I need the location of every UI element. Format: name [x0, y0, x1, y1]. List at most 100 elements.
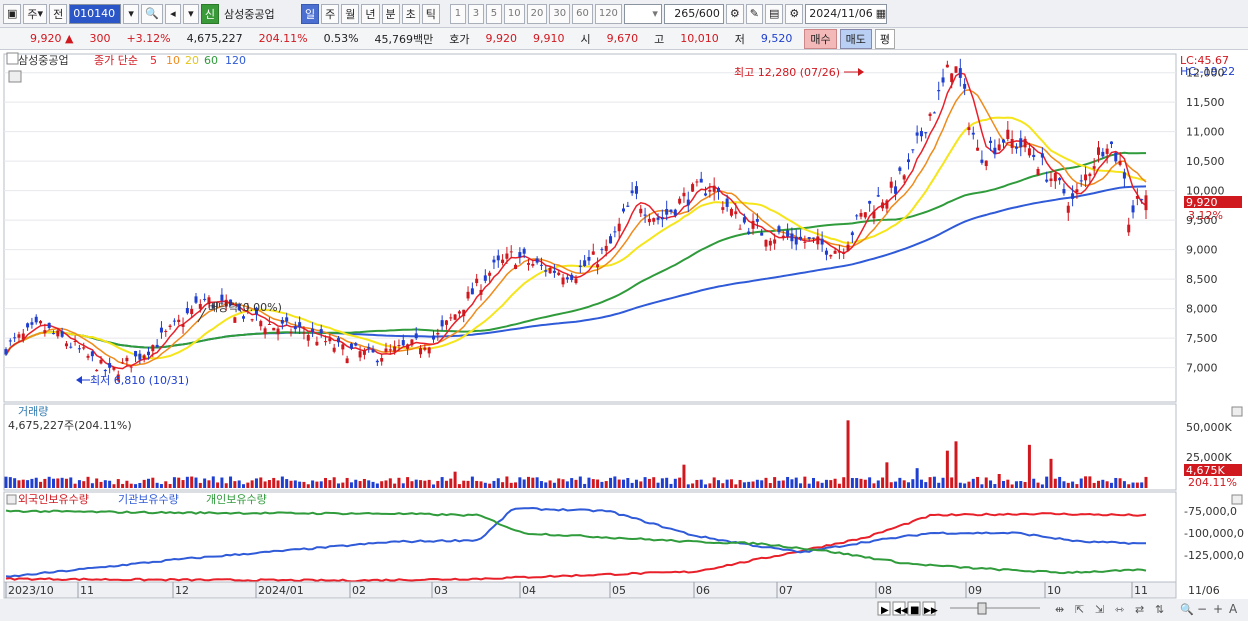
candle-body — [341, 344, 345, 350]
volume-bar — [138, 482, 142, 488]
volume-bar — [591, 479, 595, 488]
candle-body — [8, 340, 12, 342]
interval-3-button[interactable]: 3 — [467, 3, 484, 24]
candle-body — [82, 347, 86, 349]
period-tick-tab[interactable]: 틱 — [421, 3, 440, 24]
candle-body — [548, 267, 552, 274]
candle-body — [574, 278, 578, 284]
legend-ma5: 5 — [150, 54, 157, 67]
split-icon[interactable]: ⇿ — [1115, 603, 1124, 616]
candle-body — [807, 237, 811, 239]
legend-toggle-icon[interactable] — [6, 52, 19, 65]
date-input[interactable]: 2024/11/06 ▦ — [805, 3, 888, 24]
candle-body — [1006, 129, 1010, 139]
high-label: 고 — [654, 32, 665, 46]
volume-bar — [147, 478, 150, 488]
holdings-toggle-icon[interactable] — [6, 494, 17, 505]
draw-button[interactable]: ✎ — [745, 3, 764, 24]
fit-icon[interactable]: ⇲ — [1095, 603, 1104, 616]
sync-icon[interactable]: ⇄ — [1135, 603, 1144, 616]
holdings-tick-75: -75,000,0 — [1184, 505, 1237, 518]
candle-body — [708, 189, 712, 192]
zoom-out-icon[interactable]: − — [1197, 602, 1207, 616]
x-axis-last-date: 11/06 — [1188, 584, 1220, 597]
count-input[interactable]: 265/600 — [663, 3, 724, 24]
buy-button[interactable]: 매수 — [804, 28, 837, 49]
interval-20-button[interactable]: 20 — [526, 3, 548, 24]
search-icon[interactable]: 🔍 — [1180, 602, 1194, 616]
sound-button[interactable]: ◂ — [164, 3, 181, 24]
sell-button[interactable]: 매도 — [839, 28, 872, 49]
period-day-tab[interactable]: 일 — [301, 3, 320, 24]
period-week-tab[interactable]: 주 — [321, 3, 340, 24]
x-tick-label: 07 — [779, 584, 793, 597]
stop-button[interactable] — [907, 601, 921, 616]
candle-body — [293, 326, 297, 330]
zoom-slider-handle[interactable] — [977, 602, 987, 615]
interval-1-button[interactable]: 1 — [449, 3, 466, 24]
indicator-button[interactable]: ⚙ — [725, 3, 744, 24]
candle-body — [673, 209, 677, 216]
expand-icon[interactable]: ⇅ — [1155, 603, 1164, 616]
volume-bar — [142, 479, 146, 488]
up-triangle-icon: ▲ — [65, 32, 74, 45]
arrow-select-button[interactable]: ▾ — [182, 3, 199, 24]
zoom-icon[interactable]: ⇱ — [1075, 603, 1084, 616]
save-button[interactable]: ▤ — [765, 3, 784, 24]
x-tick-label: 04 — [522, 584, 536, 597]
interval-5-button[interactable]: 5 — [485, 3, 502, 24]
code-dropdown-button[interactable]: ▾ — [123, 3, 140, 24]
period-minute-tab[interactable]: 분 — [381, 3, 400, 24]
crosshair-icon[interactable]: ⇹ — [1055, 603, 1064, 616]
volume-bar — [151, 477, 155, 488]
candle-body — [535, 258, 539, 263]
rewind-button[interactable] — [892, 601, 906, 616]
period-year-tab[interactable]: 년 — [361, 3, 380, 24]
interval-120-button[interactable]: 120 — [594, 3, 622, 24]
font-size-icon[interactable]: A — [1229, 602, 1238, 616]
last-pct-label: 3.12% — [1188, 209, 1223, 222]
period-month-tab[interactable]: 월 — [341, 3, 360, 24]
average-button[interactable]: 평 — [874, 28, 896, 49]
volume-bar — [436, 480, 440, 488]
period-second-tab[interactable]: 초 — [401, 3, 420, 24]
volume-bar — [885, 462, 889, 488]
legend-foreign: 외국인보유수량 — [18, 493, 89, 506]
search-button[interactable]: 🔍 — [141, 3, 163, 24]
candle-body — [596, 264, 600, 268]
settings-button[interactable]: ⚙ — [785, 3, 804, 24]
volume-panel — [3, 403, 1177, 491]
candle-body — [820, 238, 824, 245]
interval-60-button[interactable]: 60 — [572, 3, 593, 24]
candle-body — [937, 89, 941, 92]
candle-body — [846, 244, 850, 251]
interval-30-button[interactable]: 30 — [549, 3, 571, 24]
volume-close-icon[interactable] — [1231, 406, 1243, 417]
candle-body — [393, 346, 397, 352]
candle-body — [691, 184, 695, 192]
candle-body — [583, 260, 587, 266]
scroll-right-button[interactable] — [877, 601, 891, 616]
chevron-down-icon: ▾ — [37, 7, 44, 20]
interval-custom-input[interactable]: ▾ — [623, 3, 662, 24]
stock-code-input[interactable]: 010140 — [69, 3, 122, 24]
volume-bar — [90, 483, 94, 488]
forward-button[interactable] — [922, 601, 936, 616]
chart-menu-icon[interactable]: ▣ — [3, 3, 22, 24]
table-view-icon[interactable] — [8, 70, 22, 83]
market-select[interactable]: 주 ▾ — [23, 3, 48, 24]
volume-bar — [108, 480, 112, 488]
price-y-tick: 9,500 — [1186, 214, 1218, 227]
candle-body — [52, 333, 55, 335]
chart-svg[interactable]: 삼성중공업 종가 단순 5 10 20 60 120 LC:45.67 HC:-… — [0, 50, 1248, 621]
candle-body — [505, 253, 509, 259]
x-tick-label: 2024/01 — [258, 584, 304, 597]
zoom-in-icon[interactable]: + — [1213, 602, 1223, 616]
candle-body — [203, 298, 207, 300]
holdings-close-icon[interactable] — [1231, 494, 1243, 505]
interval-10-button[interactable]: 10 — [503, 3, 525, 24]
prev-button[interactable]: 전 — [49, 3, 68, 24]
volume-bar — [751, 481, 755, 488]
chart-area: 삼성중공업 종가 단순 5 10 20 60 120 LC:45.67 HC:-… — [0, 50, 1248, 621]
volume-bar — [522, 479, 526, 488]
